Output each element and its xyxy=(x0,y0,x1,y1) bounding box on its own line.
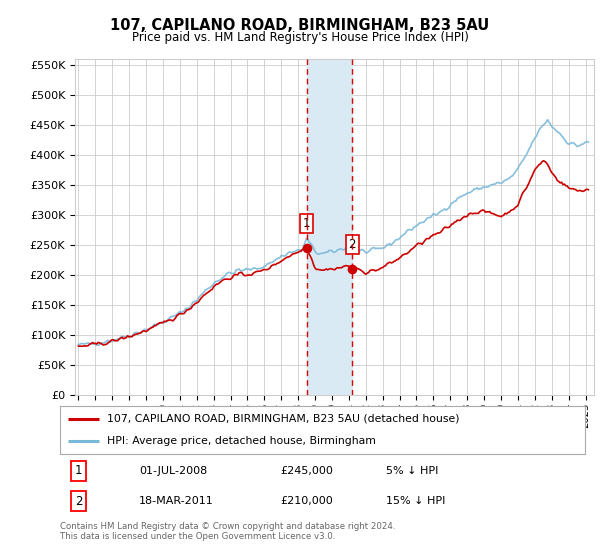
Text: 1: 1 xyxy=(74,464,82,477)
Text: £245,000: £245,000 xyxy=(281,466,334,476)
Text: 107, CAPILANO ROAD, BIRMINGHAM, B23 5AU: 107, CAPILANO ROAD, BIRMINGHAM, B23 5AU xyxy=(110,18,490,33)
Text: 15% ↓ HPI: 15% ↓ HPI xyxy=(386,496,445,506)
Text: 18-MAR-2011: 18-MAR-2011 xyxy=(139,496,214,506)
Bar xyxy=(307,59,352,395)
Text: 2: 2 xyxy=(349,238,356,251)
Text: 01-JUL-2008: 01-JUL-2008 xyxy=(139,466,207,476)
Text: 2: 2 xyxy=(74,494,82,507)
Text: £210,000: £210,000 xyxy=(281,496,333,506)
Text: Contains HM Land Registry data © Crown copyright and database right 2024.
This d: Contains HM Land Registry data © Crown c… xyxy=(60,522,395,542)
Text: 1: 1 xyxy=(303,217,310,230)
Text: 107, CAPILANO ROAD, BIRMINGHAM, B23 5AU (detached house): 107, CAPILANO ROAD, BIRMINGHAM, B23 5AU … xyxy=(107,414,460,424)
Text: Price paid vs. HM Land Registry's House Price Index (HPI): Price paid vs. HM Land Registry's House … xyxy=(131,31,469,44)
Text: HPI: Average price, detached house, Birmingham: HPI: Average price, detached house, Birm… xyxy=(107,436,376,446)
Text: 5% ↓ HPI: 5% ↓ HPI xyxy=(386,466,438,476)
